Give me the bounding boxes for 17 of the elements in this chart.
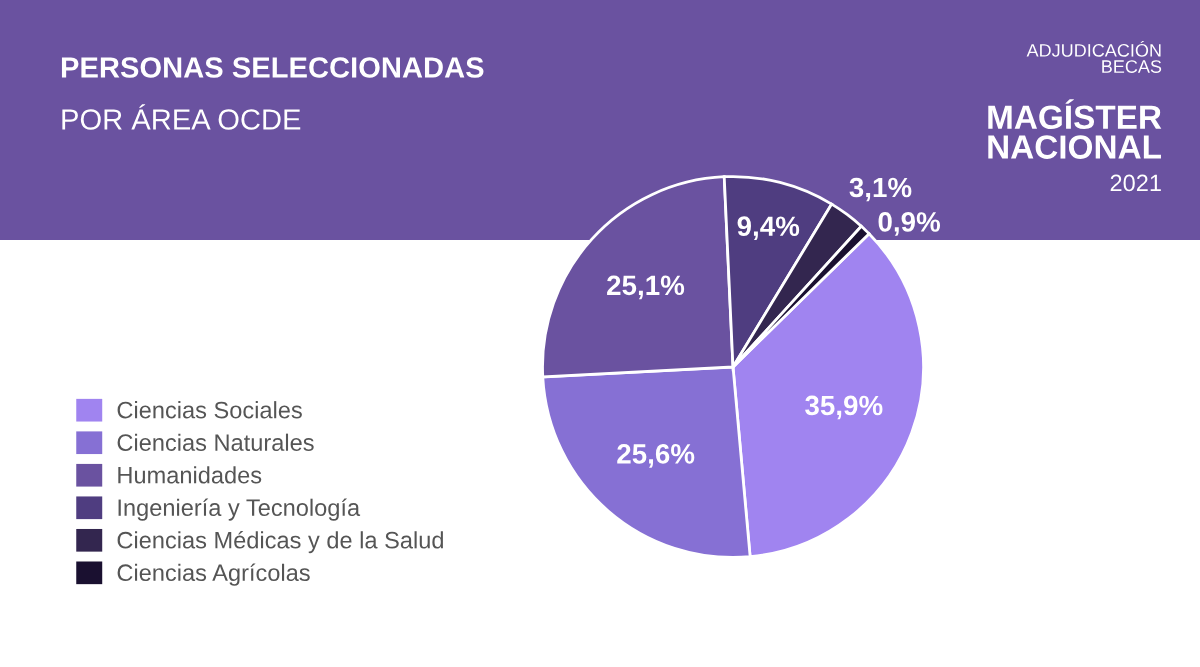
data-label: 9,4% bbox=[737, 216, 800, 241]
text: 2021 bbox=[1110, 174, 1161, 192]
legend-label: Ciencias Naturales bbox=[117, 433, 314, 451]
legend-label: Ingeniería y Tecnología bbox=[118, 498, 361, 521]
data-label: 0,9% bbox=[878, 212, 941, 236]
data-label: 35,9% bbox=[805, 395, 883, 420]
legend-label: Ciencias Sociales bbox=[117, 401, 302, 419]
text: ADJUDICACIÓN BECAS bbox=[1026, 40, 1162, 73]
legend-label: Ciencias Agrícolas bbox=[117, 563, 310, 586]
data-label: 25,6% bbox=[617, 444, 695, 468]
text: MAGÍSTER NACIONAL bbox=[988, 99, 1162, 159]
legend-label: Ciencias Médicas y de la Salud bbox=[117, 530, 443, 554]
data-label: 25,1% bbox=[607, 275, 685, 300]
chart-title: PERSONAS SELECCIONADAS bbox=[61, 57, 484, 78]
chart-subtitle: POR ÁREA OCDE bbox=[62, 104, 301, 130]
legend-label: Humanidades bbox=[118, 466, 262, 484]
data-label: 3,1% bbox=[849, 177, 912, 202]
